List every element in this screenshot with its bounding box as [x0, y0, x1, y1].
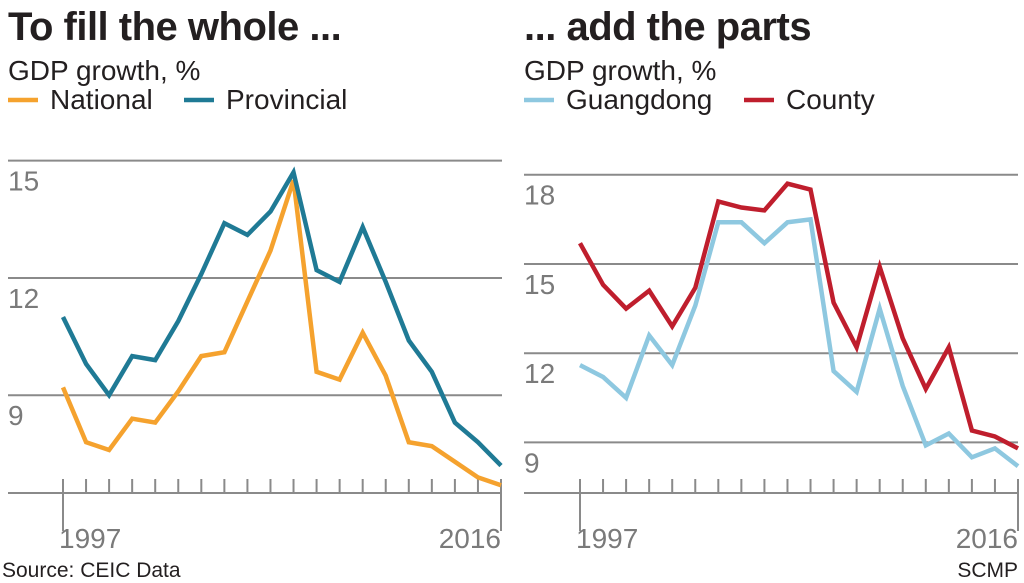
series-line-guangdong [578, 216, 1020, 468]
y-tick-label: 12 [524, 358, 555, 389]
x-tick-label: 2016 [956, 523, 1018, 554]
x-tick-label: 1997 [576, 523, 638, 554]
chart-b-title: ... add the parts [524, 5, 811, 49]
x-tick-label: 1997 [59, 523, 121, 554]
y-tick-label: 18 [524, 180, 555, 211]
legend-label-provincial: Provincial [226, 84, 347, 115]
credit-note: SCMP [957, 559, 1018, 582]
series-line-national [60, 179, 502, 488]
chart-b-subtitle: GDP growth, % [524, 55, 716, 86]
source-note: Source: CEIC Data [2, 559, 181, 582]
y-tick-label: 15 [8, 166, 39, 197]
y-tick-label: 9 [8, 400, 24, 431]
chart-panel-b: 9 12 15 18 1997 2016 Guangdong County [524, 84, 1020, 554]
legend-label-county: County [786, 84, 875, 115]
legend-label-national: National [50, 84, 153, 115]
chart-a-title: To fill the whole ... [8, 5, 341, 49]
series-line-county [578, 181, 1020, 451]
y-tick-label: 12 [8, 283, 39, 314]
series-line-provincial [60, 166, 503, 468]
chart-a-subtitle: GDP growth, % [8, 55, 200, 86]
chart-marks: 9 12 15 1997 2016 National Provincial 9 12 15 18 19… [8, 84, 1020, 554]
legend-label-guangdong: Guangdong [566, 84, 712, 115]
chart-panel-a: 9 12 15 1997 2016 National Provincial [8, 84, 503, 554]
y-tick-label: 9 [524, 447, 540, 478]
y-tick-label: 15 [524, 269, 555, 300]
x-tick-label: 2016 [439, 523, 501, 554]
